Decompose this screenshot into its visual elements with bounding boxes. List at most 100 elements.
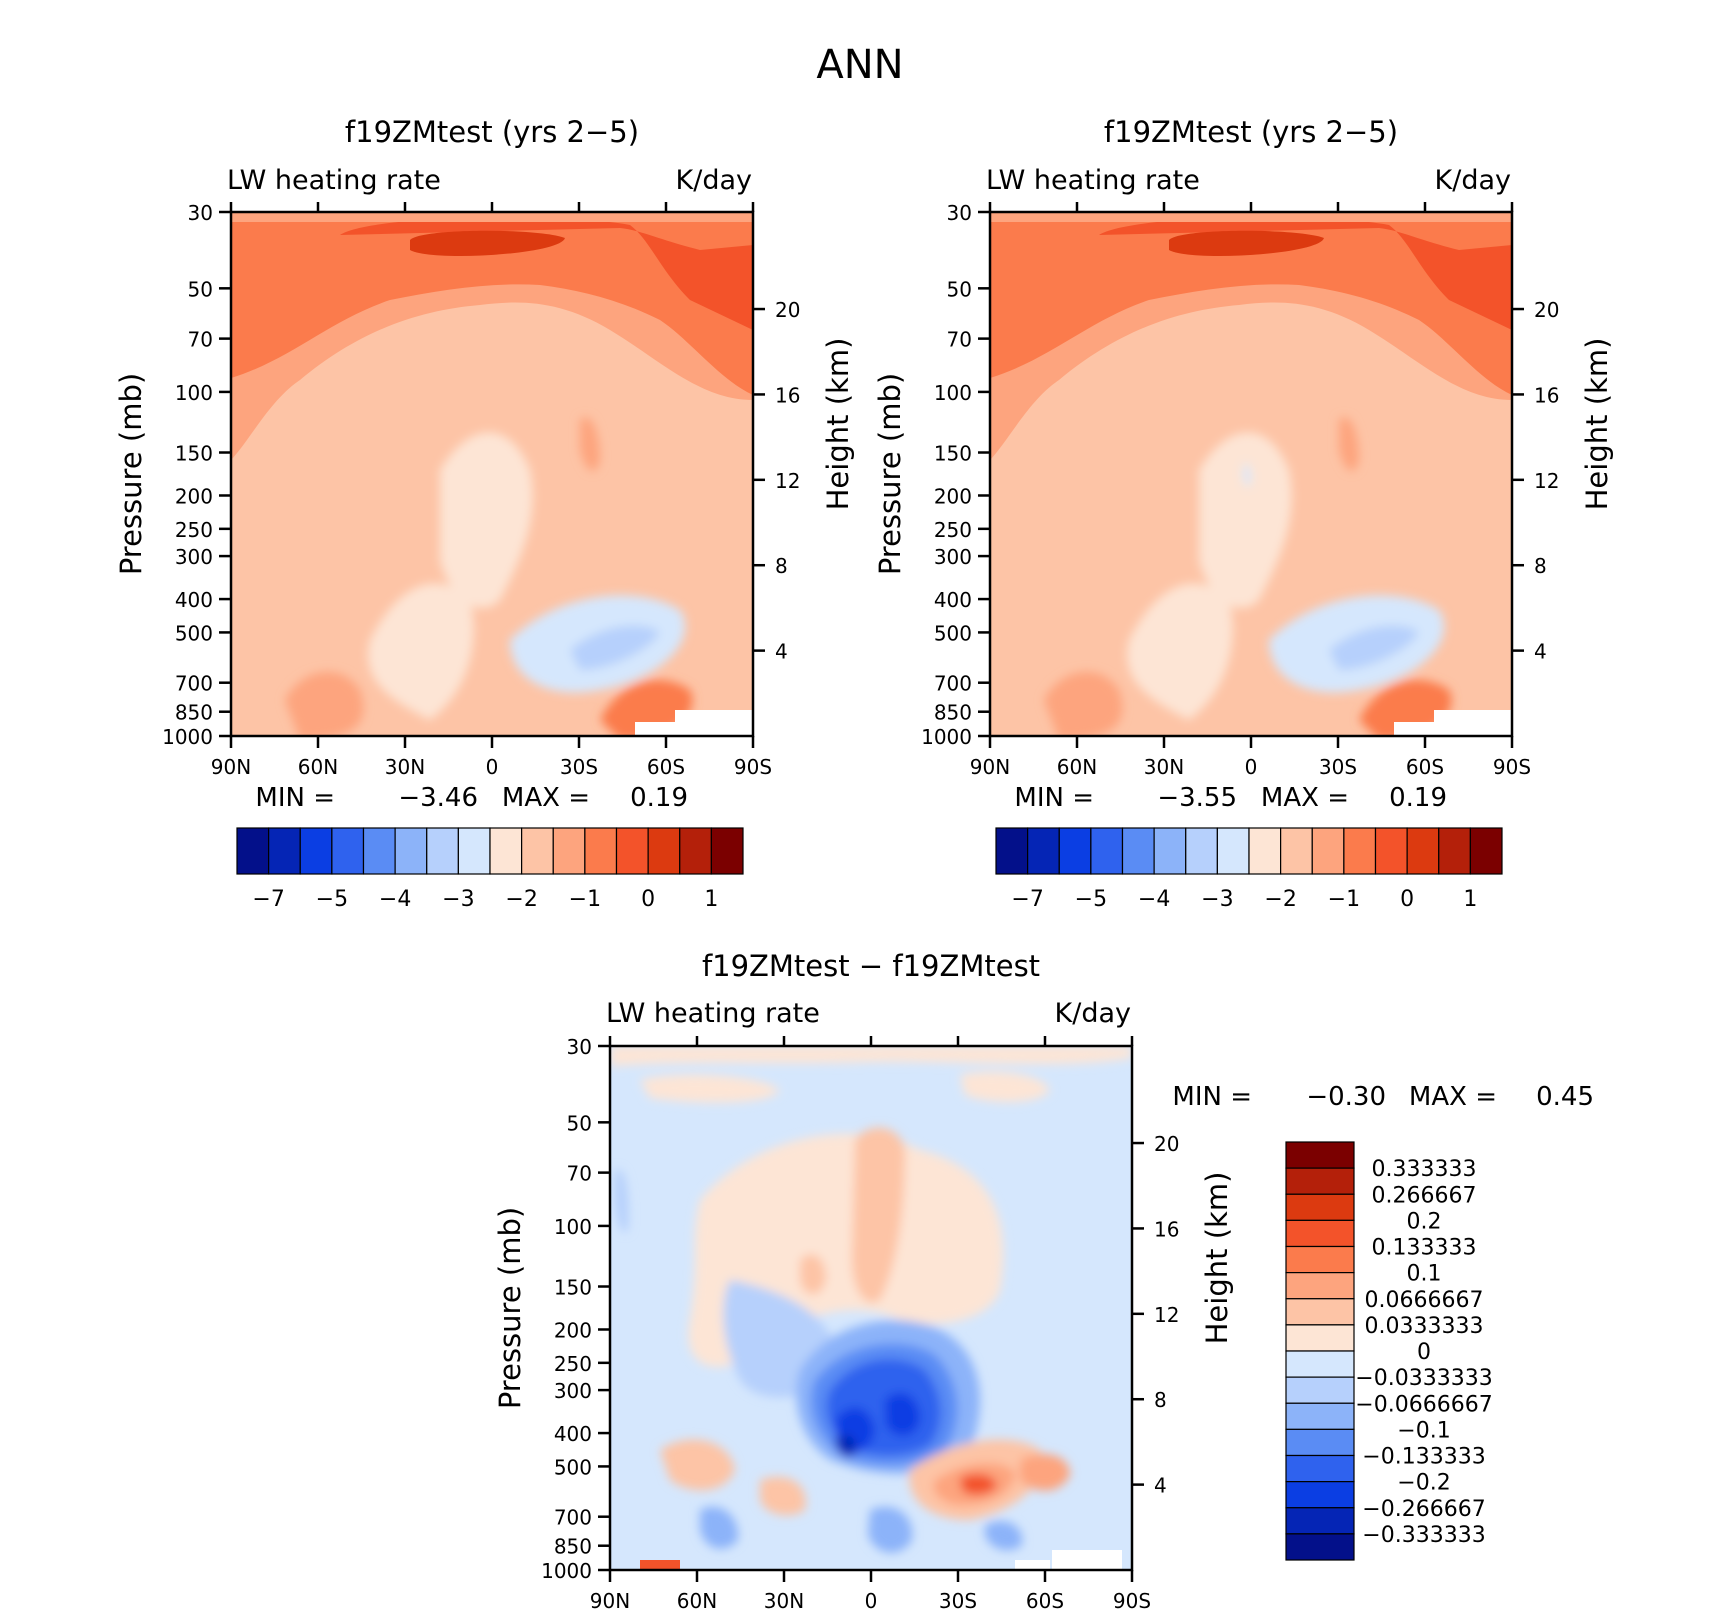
panel-3-mid-warm-core <box>851 1127 905 1303</box>
panel-1-midtropo-blob <box>580 417 600 471</box>
panel-2-colorbar-swatch <box>1090 827 1124 875</box>
panel-2-colorbar-swatch <box>1248 827 1282 875</box>
panel-2-x-tick-label: 0 <box>1245 755 1258 779</box>
panel-1-y-tick-label: 300 <box>175 545 213 569</box>
panel-3-colorbar-swatch <box>1285 1533 1355 1561</box>
panel-2-x-tick-label: 30N <box>1144 755 1184 779</box>
panel-1-y-tick-label: 30 <box>188 201 213 225</box>
panel-2-y-tick-label: 150 <box>934 442 972 466</box>
panel-2-colorbar-swatch <box>1469 827 1503 875</box>
panel-3-surface-warm-strip <box>640 1560 680 1570</box>
panel-2-variable-label: LW heating rate <box>986 165 1200 196</box>
panel-3-colorbar-label: 0.1 <box>1407 1262 1442 1287</box>
panel-3-y-tick-label: 700 <box>554 1506 592 1530</box>
panel-3-missing-region-2 <box>1052 1550 1122 1570</box>
panel-2-ylabel: Pressure (mb) <box>873 373 907 575</box>
panel-2-top-edge <box>990 212 1512 222</box>
panel-3-colorbar-swatch <box>1285 1402 1355 1430</box>
panel-3-x-tick-label: 30S <box>939 1589 977 1611</box>
panel-2-y-right-tick-label: 20 <box>1534 298 1559 322</box>
panel-2-core-max <box>1169 230 1324 257</box>
panel-2-surface-warm-left <box>1044 672 1123 736</box>
panel-1-x-tick-label: 0 <box>486 755 499 779</box>
panel-1-colorbar-swatch <box>615 827 649 875</box>
panel-1-colorbar-label: −2 <box>505 887 537 912</box>
panel-3-colorbar-label: −0.266667 <box>1362 1497 1485 1522</box>
panel-1-contour-field <box>231 212 753 736</box>
panel-3-y-right-tick-label: 16 <box>1154 1217 1179 1241</box>
panel-3-lower-warm-left-b <box>760 1476 806 1516</box>
panel-1-surface-warm-left <box>285 672 364 736</box>
panel-3-colorbar-swatch <box>1285 1454 1355 1483</box>
panel-3: f19ZMtest − f19ZMtest LW heating rate K/… <box>493 949 1594 1611</box>
panel-2-colorbar-swatch <box>1058 827 1092 875</box>
panel-1-x-tick-label: 60S <box>647 755 685 779</box>
panel-2-y-tick-label: 1000 <box>921 725 972 749</box>
panel-3-y-tick-label: 100 <box>554 1215 592 1239</box>
panel-2-colorbar-swatch <box>1280 827 1313 875</box>
panel-3-colorbar-swatch <box>1285 1141 1355 1169</box>
panel-2-y-tick-label: 50 <box>947 277 972 301</box>
panel-3-y-tick-label: 400 <box>554 1422 592 1446</box>
panel-1-missing-region <box>635 722 675 736</box>
panel-3-y-tick-label: 50 <box>567 1111 592 1135</box>
panel-3-colorbar-label: 0.2 <box>1407 1209 1442 1234</box>
panel-1-x-tick-label: 60N <box>298 755 338 779</box>
panel-1-units-label: K/day <box>676 165 752 196</box>
panel-3-y-tick-label: 70 <box>567 1162 592 1186</box>
panel-1-y-tick-label: 70 <box>188 328 213 352</box>
panel-2-colorbar-label: −3 <box>1201 887 1233 912</box>
panel-2-contour-field <box>990 212 1512 736</box>
panel-2-missing-region <box>1394 722 1434 736</box>
panel-2-y-tick-label: 200 <box>934 484 972 508</box>
panel-1-y-right-tick-label: 16 <box>775 383 800 407</box>
panel-3-colorbar-swatch <box>1285 1507 1355 1535</box>
panel-1-axes: 305070100150200250300400500700850100090N… <box>114 201 855 779</box>
panel-3-colorbar-swatch <box>1285 1219 1355 1248</box>
panel-2-lower-light <box>1127 583 1233 720</box>
panel-2-colorbar-swatch <box>1374 827 1408 875</box>
panel-1-tropopause-band <box>231 212 753 395</box>
panel-1-colorbar-swatch <box>679 827 712 875</box>
panel-2-y-tick-label: 700 <box>934 672 972 696</box>
panel-3-max-value: 0.45 <box>1536 1082 1594 1112</box>
panel-2-x-tick-label: 90S <box>1493 755 1531 779</box>
panel-3-contour-field <box>610 1046 1132 1570</box>
panel-2-small-cool-blob <box>1243 463 1251 487</box>
panel-3-colorbar-label: 0.133333 <box>1372 1236 1477 1261</box>
panel-3-lower-warm-core <box>960 1473 997 1495</box>
panel-1-variable-label: LW heating rate <box>227 165 441 196</box>
panel-2-colorbar-label: 0 <box>1400 887 1414 912</box>
panel-3-y-tick-label: 850 <box>554 1535 592 1559</box>
panel-1-colorbar-label: −3 <box>442 887 474 912</box>
panel-1-max-value: 0.19 <box>630 783 688 813</box>
panel-2-x-tick-label: 90N <box>970 755 1010 779</box>
panel-1-x-tick-label: 30S <box>560 755 598 779</box>
panel-2-title: f19ZMtest (yrs 2−5) <box>1104 115 1398 149</box>
panel-2-lower-cool-core <box>1329 625 1419 670</box>
panel-3-axes: 305070100150200250300400500700850100090N… <box>493 1035 1234 1611</box>
panel-3-min-text: MIN = <box>1172 1082 1252 1112</box>
panel-3-main-cool-center-b <box>885 1392 920 1436</box>
panel-2-ylabel-right: Height (km) <box>1580 338 1614 511</box>
panel-3-ylabel-right: Height (km) <box>1200 1172 1234 1345</box>
panel-3-colorbar-label: 0 <box>1417 1340 1431 1365</box>
panel-1-y-tick-label: 200 <box>175 484 213 508</box>
panel-3-x-tick-label: 0 <box>865 1589 878 1611</box>
panel-1-core-max <box>410 230 565 257</box>
panel-2-axes: 305070100150200250300400500700850100090N… <box>873 201 1614 779</box>
panel-1-colorbar-swatch <box>426 827 459 875</box>
panel-3-lower-cool-right <box>985 1521 1023 1551</box>
panel-1-colorbar-label: −7 <box>252 887 284 912</box>
panel-3-colorbar-swatch <box>1285 1481 1355 1509</box>
panel-1-y-tick-label: 700 <box>175 672 213 696</box>
panel-1-x-tick-label: 30N <box>385 755 425 779</box>
panel-3-colorbar-swatch <box>1285 1350 1355 1378</box>
panel-1-y-tick-label: 250 <box>175 518 213 542</box>
panel-1-midtropo-light <box>440 432 533 608</box>
panel-1-ylabel-right: Height (km) <box>821 338 855 511</box>
panel-2-units-label: K/day <box>1435 165 1511 196</box>
panel-1-y-right-tick-label: 20 <box>775 298 800 322</box>
panel-2-colorbar-swatch <box>1406 827 1440 875</box>
panel-3-missing-region <box>1015 1560 1050 1570</box>
